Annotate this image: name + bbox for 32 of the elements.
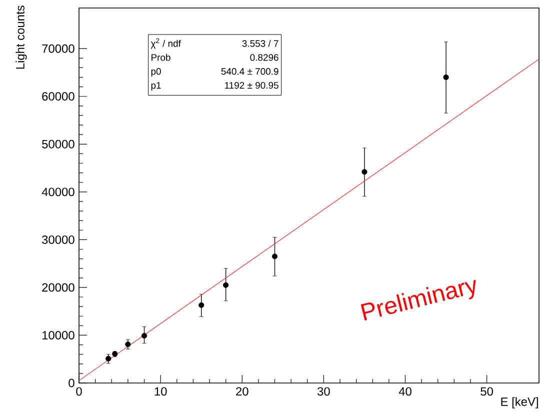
y-axis-title: Light counts <box>16 6 27 69</box>
annotation: 1192 ± 90.95 <box>225 82 278 89</box>
x-tick-label: 30 <box>317 387 330 396</box>
y-tick-label: 70000 <box>42 44 74 53</box>
point <box>106 356 112 362</box>
point <box>272 254 278 260</box>
annotation: p0 <box>151 68 161 77</box>
y-tick-label: 40000 <box>42 188 74 196</box>
annotation: 3.553 / 7 <box>242 40 278 47</box>
point <box>443 74 449 80</box>
x-tick-label: 20 <box>236 387 248 396</box>
y-tick-label: 30000 <box>42 235 74 244</box>
y-tick-label: 50000 <box>42 140 74 148</box>
point <box>141 332 148 338</box>
annotation: 540.4 ± 700.9 <box>221 68 278 75</box>
point <box>362 169 368 175</box>
point <box>198 302 204 308</box>
annotation: 0.8296 <box>250 54 278 61</box>
x-tick-label: 10 <box>154 387 167 396</box>
annotation: p1 <box>151 82 161 91</box>
x-tick-label: 40 <box>398 387 412 396</box>
y-tick-label: 20000 <box>42 283 74 292</box>
y-tick-label: 60000 <box>42 92 74 101</box>
y-tick-label: 0 <box>68 378 74 388</box>
x-tick-label: 0 <box>76 387 82 396</box>
point <box>223 282 229 288</box>
x-axis-title: E [keV] <box>501 397 538 408</box>
annotation: Prob <box>152 54 170 61</box>
annotation: χ$^{2}$ / ndf <box>150 38 181 49</box>
point <box>125 342 131 348</box>
y-tick-label: 10000 <box>42 331 74 340</box>
x-tick-label: 50 <box>480 387 493 396</box>
